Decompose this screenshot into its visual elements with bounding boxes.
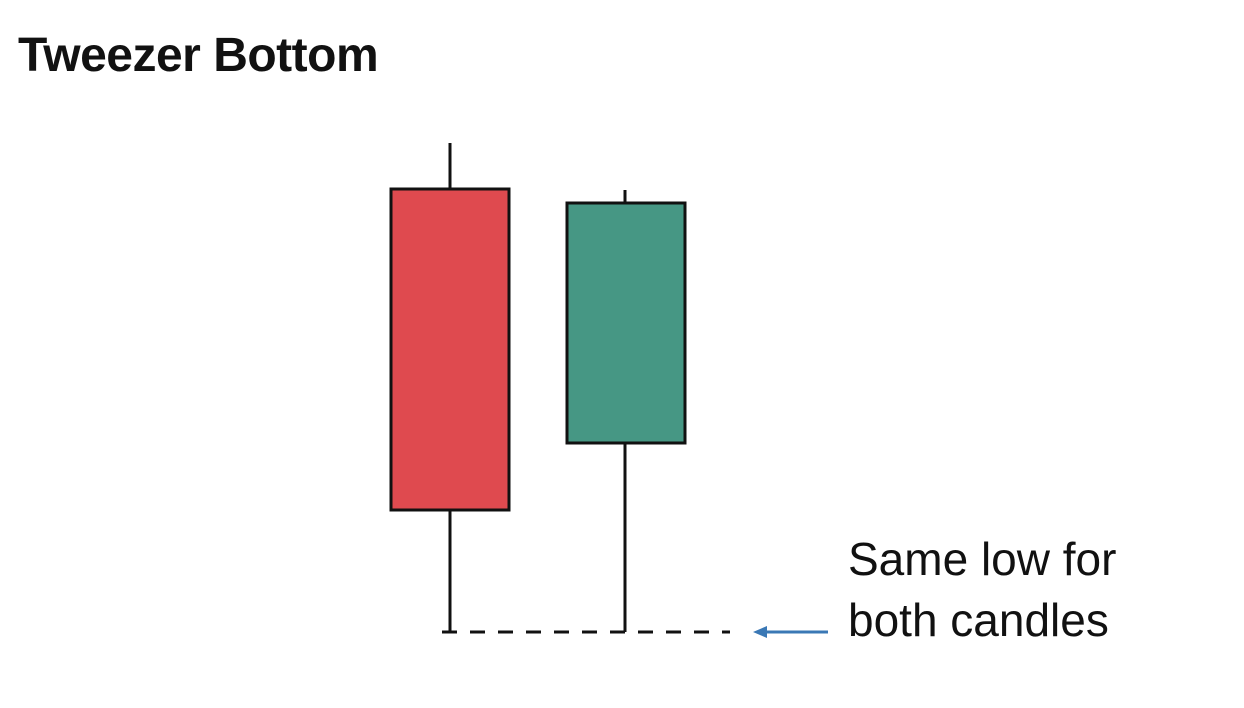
annotation-line-1: Same low for	[848, 533, 1116, 585]
bearish-candle-body	[389, 187, 511, 512]
bullish-candle	[565, 190, 687, 632]
bullish-candle-body	[565, 201, 687, 445]
page-title: Tweezer Bottom	[18, 29, 379, 82]
arrow-left-icon	[753, 626, 828, 638]
annotation-line-2: both candles	[848, 594, 1109, 646]
bearish-candle	[389, 143, 511, 632]
